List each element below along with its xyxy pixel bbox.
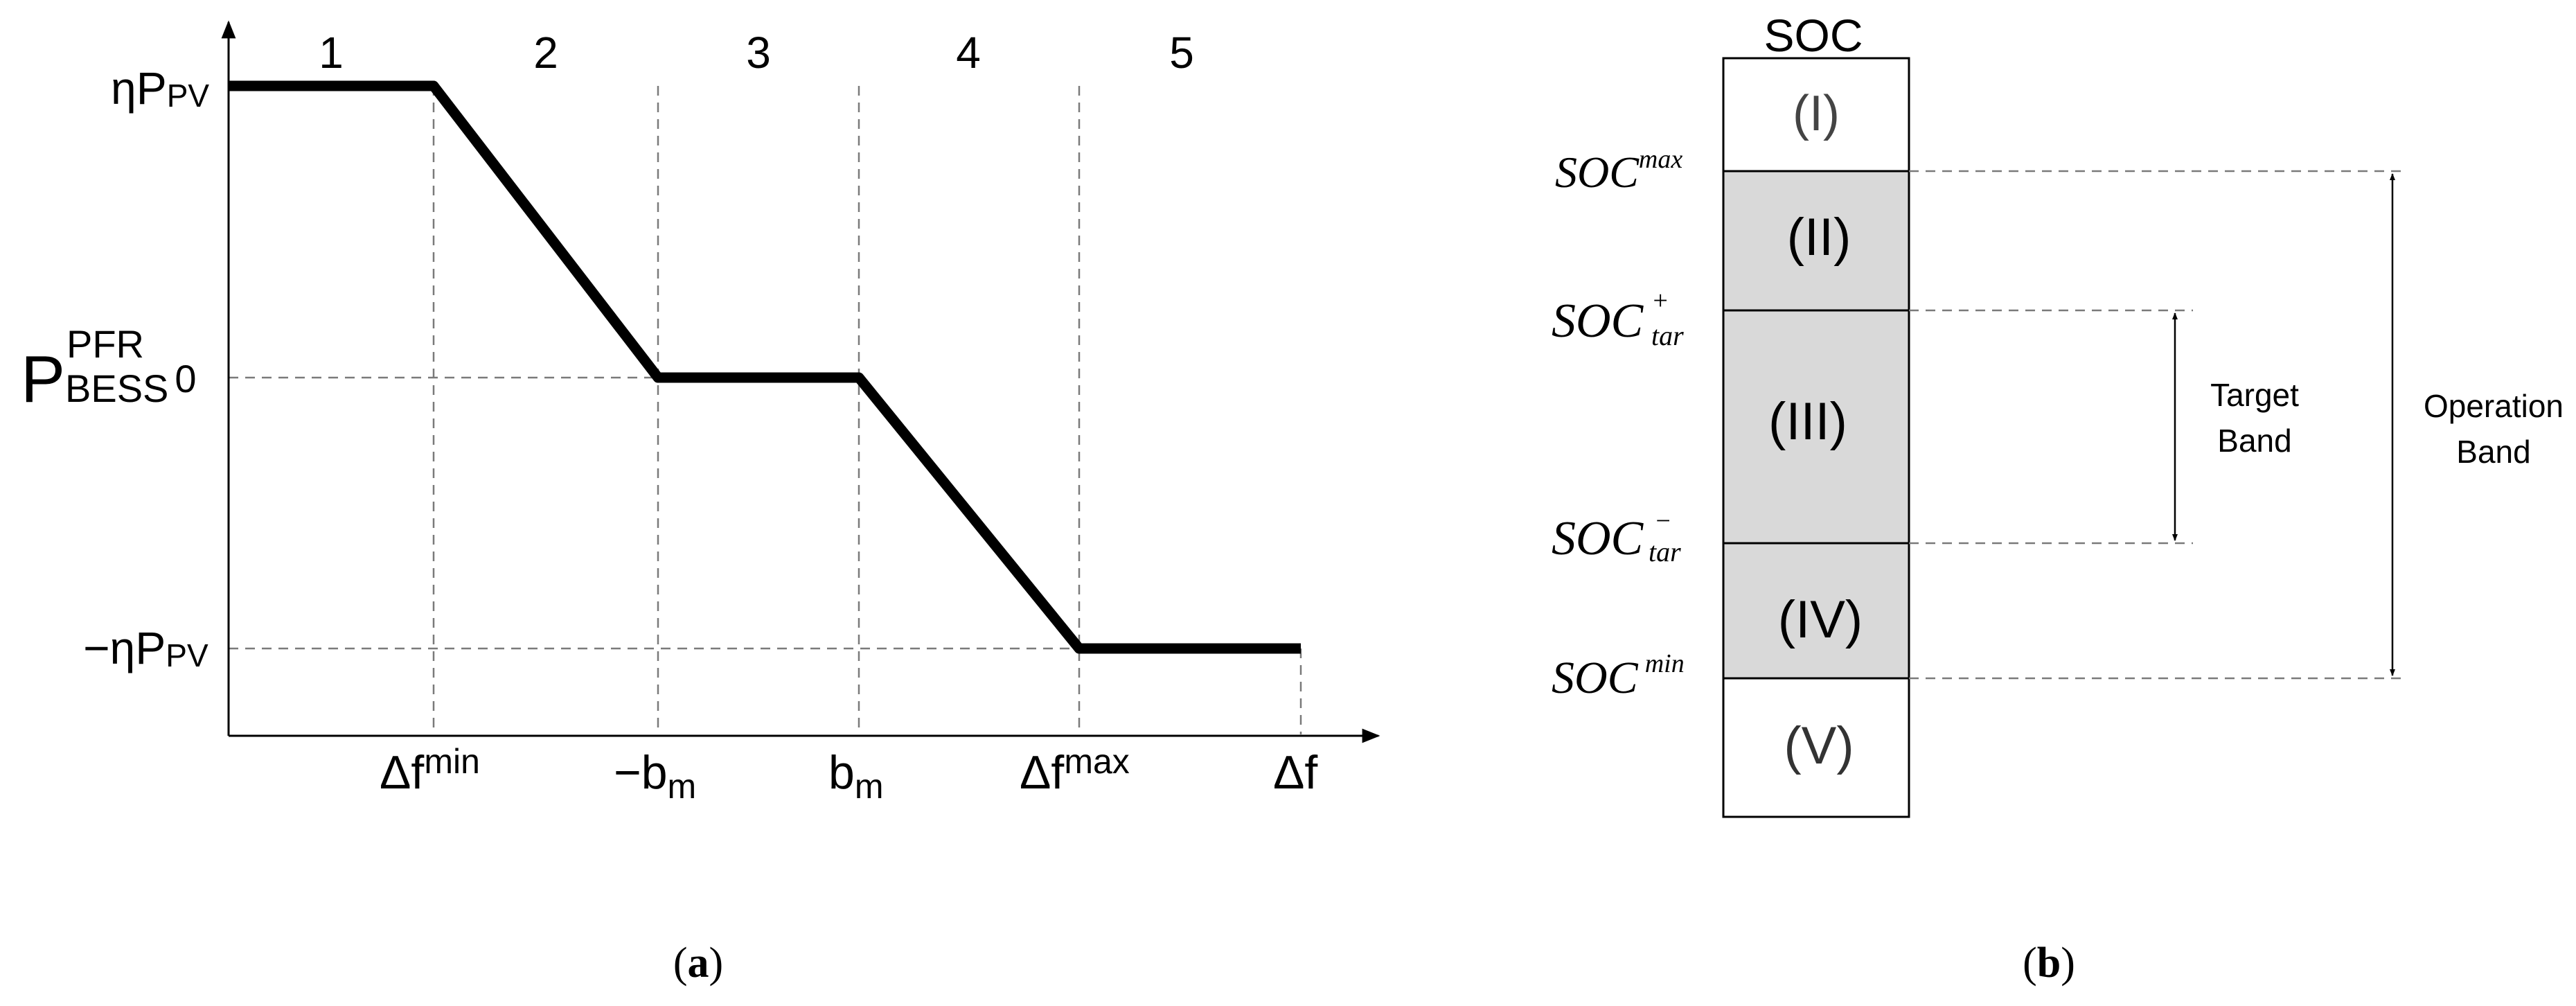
target-band-label-line1: Target [2210,377,2299,413]
threshold-soc-min: SOC min [1552,649,1685,703]
region-label: 2 [533,28,558,78]
zone-label-ii: (II) [1787,208,1851,267]
operation-band-label-line1: Operation [2424,388,2564,424]
x-label-neg-bm: −bm [614,746,696,806]
target-band-label-line2: Band [2217,423,2291,459]
region-label: 3 [746,28,771,78]
caption-a: (a) [673,939,723,987]
x-label-delta-f-min: Δfmin [380,742,480,799]
y-label-eta-ppv-main: ηP [111,62,167,114]
svg-text:+: + [1651,286,1669,315]
y-label-eta-ppv: ηPPV [111,62,209,114]
svg-text:tar: tar [1651,320,1684,351]
panel-a: 1 2 3 4 5 ηPPV 0 −ηPPV P PFR BESS Δfmin … [21,20,1380,987]
zone-label-iv: (IV) [1778,590,1863,649]
zone-label-v: (V) [1784,716,1854,775]
x-label-bm: bm [828,746,883,806]
panel-a-guides [229,86,1302,734]
zone-label-i: (I) [1793,86,1840,141]
x-label-delta-f-max: Δfmax [1020,742,1130,799]
region-label: 4 [956,28,981,78]
soc-column-title: SOC [1764,10,1863,61]
y-label-neg-eta-ppv-main: −ηP [83,622,166,673]
soc-column [1722,57,1910,818]
band-leaders [1909,170,2404,680]
zone-label-iii: (III) [1768,392,1847,451]
soc-shaded-band [1723,171,1909,678]
y-label-neg-eta-ppv-sub: PV [166,637,208,673]
y-axis-title-sub: BESS [65,367,168,410]
threshold-soc-tar-plus: SOC + tar [1552,286,1684,351]
y-label-zero: 0 [175,357,196,400]
y-axis-title-main: P [21,342,65,416]
svg-text:SOC: SOC [1552,294,1644,348]
y-label-eta-ppv-sub: PV [167,78,210,114]
y-axis-title-sup: PFR [66,322,144,366]
x-label-delta-f: Δf [1273,746,1317,799]
region-label: 1 [319,28,344,78]
pfr-characteristic-curve [229,80,1301,654]
threshold-soc-max: SOCmax [1555,145,1682,197]
y-axis-title: P PFR BESS [21,322,168,416]
svg-text:SOC: SOC [1552,512,1644,565]
region-label: 5 [1169,28,1194,78]
threshold-soc-tar-minus: SOC − tar [1552,506,1681,567]
panel-b: SOC (I) (II) (III) (IV) (V) SOCmax SOC +… [1552,10,2564,987]
svg-text:tar: tar [1649,536,1681,567]
caption-b: (b) [2023,939,2075,987]
operation-band-label-line2: Band [2456,434,2530,470]
svg-text:−: − [1654,506,1672,536]
y-label-neg-eta-ppv: −ηPPV [83,622,208,673]
